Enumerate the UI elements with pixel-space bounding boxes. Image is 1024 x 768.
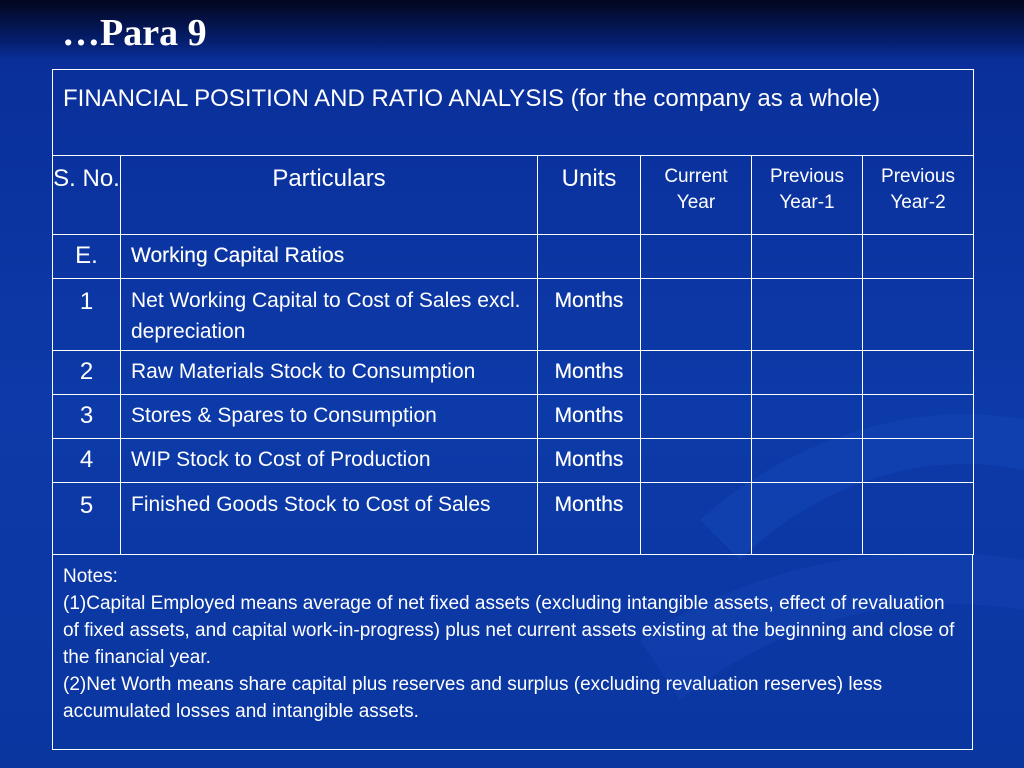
empty-cell (861, 350, 975, 395)
empty-cell (640, 278, 752, 351)
row-unit: Months (537, 350, 641, 395)
notes-box: Notes: (1)Capital Employed means average… (52, 554, 973, 750)
row-unit: Months (537, 438, 641, 483)
section-label: Working Capital Ratios (120, 234, 538, 279)
note-marker: (1) (63, 593, 87, 614)
empty-cell (537, 234, 641, 279)
row-unit: Months (537, 482, 641, 555)
empty-cell (751, 350, 863, 395)
table-title-row: FINANCIAL POSITION AND RATIO ANALYSIS (f… (51, 69, 975, 156)
table-row: 1 Net Working Capital to Cost of Sales e… (52, 278, 975, 351)
empty-cell (861, 482, 975, 555)
empty-cell (861, 278, 975, 351)
col-header-sno: S. No. (52, 155, 121, 235)
empty-cell (861, 394, 975, 439)
table-row: 5 Finished Goods Stock to Cost of Sales … (52, 482, 975, 555)
empty-cell (751, 482, 863, 555)
col-header-particulars: Particulars (120, 155, 538, 235)
empty-cell (861, 438, 975, 483)
empty-cell (640, 438, 752, 483)
col-header-previous-year-2: Previous Year-2 (861, 155, 975, 235)
ratio-table: FINANCIAL POSITION AND RATIO ANALYSIS (f… (51, 69, 975, 555)
note-item: (1)Capital Employed means average of net… (63, 590, 962, 671)
col-header-units: Units (537, 155, 641, 235)
empty-cell (751, 394, 863, 439)
row-particular: WIP Stock to Cost of Production (120, 438, 538, 483)
row-sno: 1 (52, 278, 121, 351)
row-particular: Finished Goods Stock to Cost of Sales (120, 482, 538, 555)
empty-cell (751, 278, 863, 351)
notes-heading: Notes: (63, 566, 118, 587)
empty-cell (861, 234, 975, 279)
row-particular: Stores & Spares to Consumption (120, 394, 538, 439)
row-sno: 5 (52, 482, 121, 555)
note-text: Net Worth means share capital plus reser… (63, 674, 883, 722)
row-particular: Net Working Capital to Cost of Sales exc… (120, 278, 538, 351)
empty-cell (751, 234, 863, 279)
slide-title: …Para 9 (62, 12, 207, 54)
row-unit: Months (537, 394, 641, 439)
table-title: FINANCIAL POSITION AND RATIO ANALYSIS (f… (51, 69, 975, 156)
empty-cell (640, 234, 752, 279)
note-text: Capital Employed means average of net fi… (63, 593, 955, 668)
row-sno: 2 (52, 350, 121, 395)
table-row: 2 Raw Materials Stock to Consumption Mon… (52, 350, 975, 395)
col-header-current-year: Current Year (640, 155, 752, 235)
table-row: 3 Stores & Spares to Consumption Months (52, 394, 975, 439)
table-row: 4 WIP Stock to Cost of Production Months (52, 438, 975, 483)
row-sno: 3 (52, 394, 121, 439)
empty-cell (640, 394, 752, 439)
row-sno: 4 (52, 438, 121, 483)
empty-cell (640, 350, 752, 395)
section-sno: E. (52, 234, 121, 279)
row-particular: Raw Materials Stock to Consumption (120, 350, 538, 395)
section-row: E. Working Capital Ratios (52, 234, 975, 279)
empty-cell (751, 438, 863, 483)
note-item: (2)Net Worth means share capital plus re… (63, 671, 962, 725)
column-header-row: S. No. Particulars Units Current Year Pr… (52, 155, 975, 235)
col-header-previous-year-1: Previous Year-1 (751, 155, 863, 235)
note-marker: (2) (63, 674, 87, 695)
row-unit: Months (537, 278, 641, 351)
empty-cell (640, 482, 752, 555)
